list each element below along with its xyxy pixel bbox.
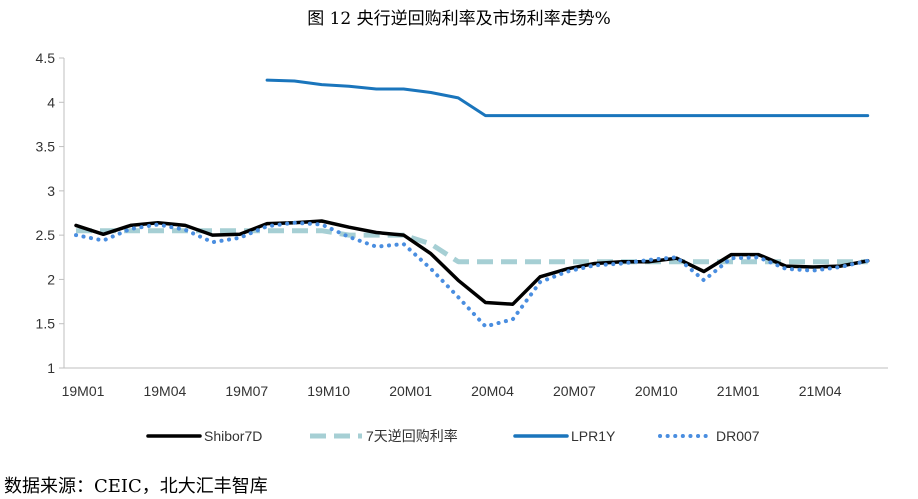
series-line-7 — [76, 228, 868, 265]
y-axis: 1 1.5 2 2.5 3 3.5 4 4.5 — [36, 50, 65, 376]
y-tick-label: 3.5 — [36, 139, 56, 155]
series-line-dr007 — [74, 220, 870, 329]
x-tick-label: 20M04 — [471, 383, 514, 399]
x-tick-label: 20M01 — [389, 383, 432, 399]
x-tick-label: 21M01 — [717, 383, 760, 399]
x-tick-label: 19M10 — [307, 383, 350, 399]
y-tick-label: 2.5 — [36, 227, 56, 243]
source-note: 数据来源：CEIC，北大汇丰智库 — [4, 476, 268, 497]
x-tick-label: 20M07 — [553, 383, 596, 399]
chart-title: 图 12 央行逆回购利率及市场利率走势% — [307, 9, 611, 29]
legend: Shibor7D 7天逆回购利率 LPR1Y DR007 — [146, 428, 760, 444]
legend-label: Shibor7D — [204, 428, 262, 444]
legend-label: LPR1Y — [571, 428, 616, 444]
y-tick-label: 1 — [47, 360, 55, 376]
series-line-shibor7d — [74, 219, 870, 306]
y-tick-label: 1.5 — [36, 316, 56, 332]
y-tick-label: 4 — [47, 94, 55, 110]
series-line-lpr1y — [265, 78, 870, 118]
x-tick-label: 20M10 — [635, 383, 678, 399]
x-tick-label: 19M01 — [62, 383, 105, 399]
y-tick-label: 4.5 — [36, 50, 56, 66]
x-tick-label: 19M04 — [143, 383, 186, 399]
y-tick-label: 2 — [47, 271, 55, 287]
legend-label: DR007 — [716, 428, 760, 444]
y-tick-label: 3 — [47, 183, 55, 199]
plot-area — [74, 78, 870, 329]
x-tick-label: 21M04 — [799, 383, 842, 399]
x-axis: 19M01 19M04 19M07 19M10 20M01 20M04 20M07 20M10… — [62, 367, 888, 399]
x-tick-label: 19M07 — [225, 383, 268, 399]
legend-label: 7天逆回购利率 — [366, 428, 458, 444]
